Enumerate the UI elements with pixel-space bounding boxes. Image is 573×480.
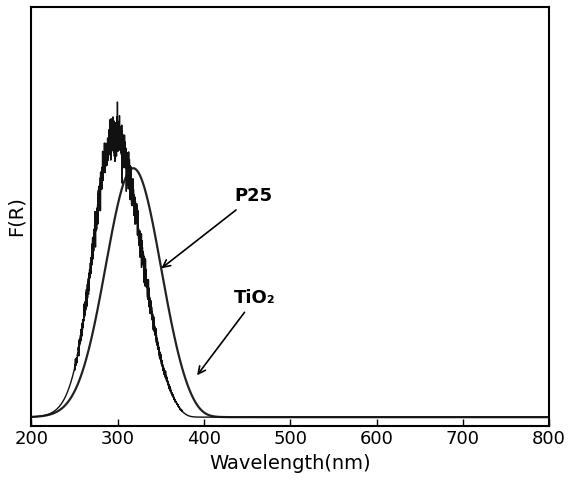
- Y-axis label: F(R): F(R): [7, 196, 26, 236]
- Text: P25: P25: [163, 188, 272, 267]
- Text: TiO₂: TiO₂: [198, 289, 276, 374]
- X-axis label: Wavelength(nm): Wavelength(nm): [210, 454, 371, 473]
